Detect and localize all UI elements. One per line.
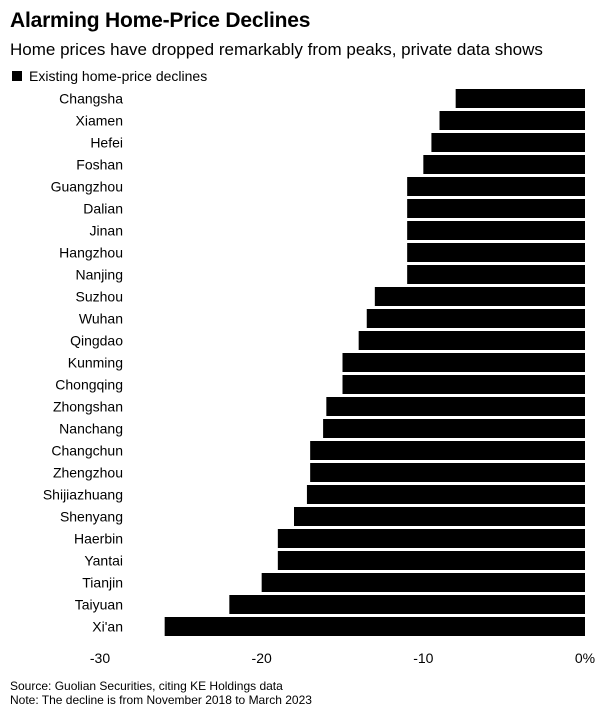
legend-label: Existing home-price declines xyxy=(29,68,208,84)
category-label: Yantai xyxy=(84,553,123,569)
bar-shenyang xyxy=(294,507,585,526)
bar-dalian xyxy=(407,199,585,218)
chart-subtitle: Home prices have dropped remarkably from… xyxy=(10,40,543,59)
category-label: Haerbin xyxy=(74,531,123,547)
bar-zhengzhou xyxy=(310,463,585,482)
footnote: Note: The decline is from November 2018 … xyxy=(10,693,312,707)
category-label: Tianjin xyxy=(82,575,123,591)
bar-yantai xyxy=(277,551,585,570)
bar-tianjin xyxy=(261,573,585,592)
x-tick-label: -10 xyxy=(413,650,433,666)
category-label: Nanchang xyxy=(59,421,123,437)
bar-changchun xyxy=(310,441,585,460)
bar-chart: Changsha Xiamen Hefei Foshan Guangzhou Dalian… xyxy=(43,89,595,666)
category-label: Dalian xyxy=(83,201,123,217)
chart-title: Alarming Home-Price Declines xyxy=(10,9,311,32)
x-tick-label: -20 xyxy=(252,650,272,666)
bar-xiamen xyxy=(439,111,585,130)
bar-chongqing xyxy=(342,375,585,394)
category-label: Qingdao xyxy=(70,333,123,349)
category-label: Changsha xyxy=(59,91,123,107)
bar-kunming xyxy=(342,353,585,372)
category-label: Suzhou xyxy=(76,289,123,305)
category-label: Zhengzhou xyxy=(53,465,123,481)
x-tick-label: -30 xyxy=(90,650,110,666)
category-label: Kunming xyxy=(68,355,123,371)
category-label: Shenyang xyxy=(60,509,123,525)
bar-wuhan xyxy=(366,309,585,328)
category-label: Jinan xyxy=(90,223,123,239)
category-label: Hangzhou xyxy=(59,245,123,261)
x-tick-label: 0% xyxy=(575,650,595,666)
category-label: Shijiazhuang xyxy=(43,487,123,503)
bar-hefei xyxy=(431,133,585,152)
category-label: Xi'an xyxy=(92,619,123,635)
legend: Existing home-price declines xyxy=(12,68,207,84)
source-note: Source: Guolian Securities, citing KE Ho… xyxy=(10,679,283,693)
bar-suzhou xyxy=(374,287,585,306)
bar-zhongshan xyxy=(326,397,585,416)
bar-haerbin xyxy=(277,529,585,548)
bar-nanchang xyxy=(323,419,585,438)
category-label: Taiyuan xyxy=(75,597,123,613)
bar-guangzhou xyxy=(407,177,585,196)
category-label: Changchun xyxy=(51,443,123,459)
bar-qingdao xyxy=(358,331,585,350)
bar-nanjing xyxy=(407,265,585,284)
bar-taiyuan xyxy=(229,595,586,614)
bar-foshan xyxy=(423,155,585,174)
bar-shijiazhuang xyxy=(306,485,585,504)
category-label: Wuhan xyxy=(79,311,123,327)
bar-xian xyxy=(164,617,585,636)
category-label: Zhongshan xyxy=(53,399,123,415)
bar-jinan xyxy=(407,221,585,240)
bar-hangzhou xyxy=(407,243,585,262)
category-label: Guangzhou xyxy=(51,179,123,195)
legend-swatch xyxy=(12,71,22,81)
category-label: Xiamen xyxy=(76,113,123,129)
category-label: Nanjing xyxy=(76,267,123,283)
category-label: Chongqing xyxy=(55,377,123,393)
bar-changsha xyxy=(455,89,585,108)
category-label: Foshan xyxy=(76,157,123,173)
category-label: Hefei xyxy=(90,135,123,151)
